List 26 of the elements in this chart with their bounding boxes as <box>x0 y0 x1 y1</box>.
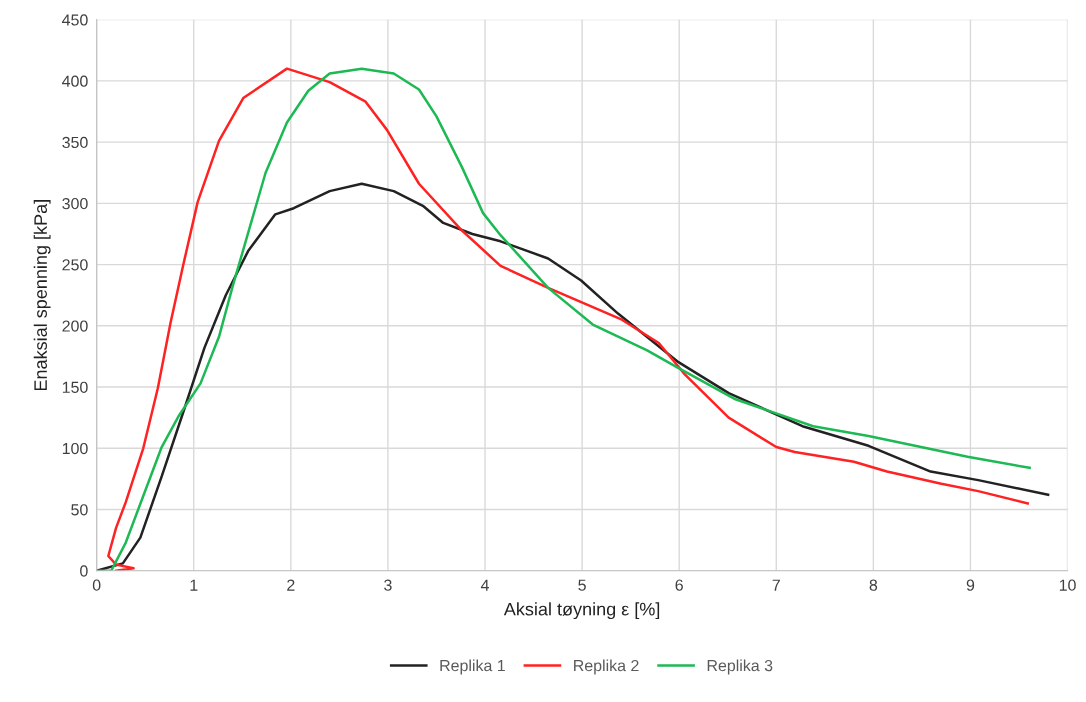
x-tick-label: 9 <box>966 579 975 591</box>
y-tick-label: 400 <box>62 75 88 87</box>
x-tick-label: 1 <box>190 579 198 591</box>
y-tick-label: 300 <box>62 197 88 210</box>
y-tick-label: 450 <box>62 14 88 26</box>
y-tick-label: 250 <box>62 259 88 271</box>
x-axis-title: Aksial tøyning ε [%] <box>503 602 660 620</box>
legend-label: Replika 2 <box>574 659 639 675</box>
x-tick-label: 8 <box>869 579 878 591</box>
y-tick-label: 100 <box>62 442 88 455</box>
legend-label: Replika 3 <box>707 659 773 675</box>
y-tick-label: 0 <box>80 565 88 577</box>
y-tick-label: 50 <box>71 504 88 516</box>
x-tick-label: 10 <box>1059 579 1076 591</box>
x-tick-label: 7 <box>772 579 780 591</box>
x-tick-label: 0 <box>92 579 101 591</box>
x-tick-label: 2 <box>287 579 295 591</box>
x-tick-label: 3 <box>384 579 392 591</box>
y-tick-label: 150 <box>62 381 88 393</box>
y-axis-title: Enaksial spenning [kPa] <box>33 200 51 391</box>
x-tick-label: 5 <box>578 579 586 591</box>
x-tick-label: 4 <box>480 579 489 591</box>
x-tick-label: 6 <box>675 579 683 591</box>
legend-label: Replika 1 <box>440 659 505 675</box>
y-tick-label: 200 <box>62 320 88 332</box>
y-tick-label: 350 <box>62 136 88 149</box>
